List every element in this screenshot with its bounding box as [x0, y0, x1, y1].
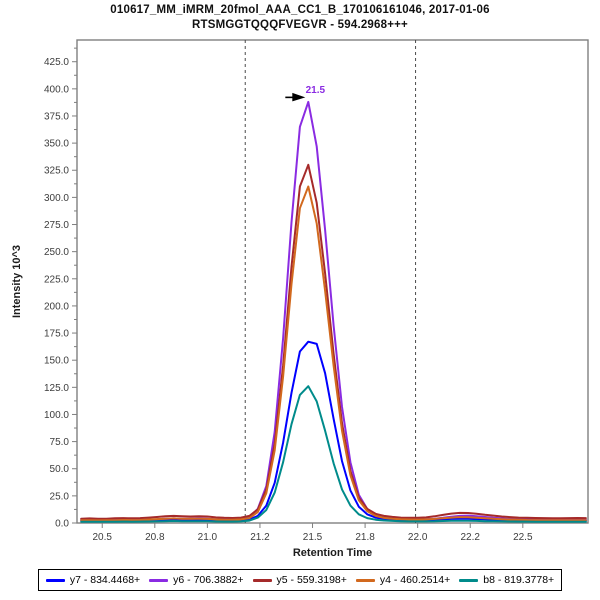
y-tick-label: 200.0 [44, 301, 69, 312]
chromatogram-plot[interactable]: 0.0 25.0 50.0 75.0 100.0 125.0 150.0 175.0 200.0… [0, 0, 600, 565]
legend-swatch-y5-icon [252, 578, 272, 582]
y-tick-label: 425.0 [44, 57, 69, 68]
peak-annotation-arrow-icon [292, 92, 306, 102]
x-tick-label: 22.5 [513, 532, 533, 543]
y-tick-label: 400.0 [44, 84, 69, 95]
legend-box: y7 - 834.4468+ y6 - 706.3882+ y5 - 559.319… [37, 569, 563, 591]
y-axis-label: Intensity 10^3 [11, 245, 23, 318]
chart-subtitle: RTSMGGTQQQFVEGVR - 594.2968+++ [192, 19, 408, 31]
x-tick-label: 21.5 [303, 532, 323, 543]
y-tick-label: 250.0 [44, 247, 69, 258]
legend-swatch-b8-icon [459, 578, 479, 582]
y-tick-label: 125.0 [44, 383, 69, 394]
trace-y6 [80, 100, 587, 521]
legend-label-y5: y5 - 559.3198+ [276, 574, 347, 586]
y-tick-label: 0.0 [55, 519, 69, 530]
legend-swatch-y6-icon [149, 578, 169, 582]
legend-label-b8: b8 - 819.3778+ [483, 574, 555, 586]
x-tick-label: 21.0 [198, 532, 218, 543]
y-tick-label: 325.0 [44, 166, 69, 177]
y-tick-label: 175.0 [44, 329, 69, 340]
legend-item-b8: b8 - 819.3778+ [459, 574, 554, 586]
y-tick-label: 350.0 [44, 139, 69, 150]
y-tick-label: 300.0 [44, 193, 69, 204]
x-tick-label: 22.2 [461, 532, 481, 543]
x-tick-label: 21.8 [355, 532, 375, 543]
y-tick-label: 375.0 [44, 111, 69, 122]
trace-b8 [80, 385, 587, 523]
legend-label-y4: y4 - 460.2514+ [379, 574, 451, 586]
legend-swatch-y4-icon [355, 578, 375, 582]
y-tick-label: 75.0 [50, 437, 70, 448]
y-tick-label: 150.0 [44, 356, 69, 367]
legend-label-y7: y7 - 834.4468+ [69, 574, 141, 586]
legend-swatch-y7-icon [45, 578, 65, 582]
y-tick-label: 50.0 [50, 464, 70, 475]
trace-y4 [80, 185, 587, 522]
chart-title: 010617_MM_iMRM_20fmol_AAA_CC1_B_17010616… [110, 4, 490, 16]
legend-item-y6: y6 - 706.3882+ [149, 574, 244, 586]
y-tick-label: 225.0 [44, 274, 69, 285]
x-tick-label: 20.5 [93, 532, 113, 543]
y-tick-label: 275.0 [44, 220, 69, 231]
y-tick-label: 100.0 [44, 410, 69, 421]
legend: y7 - 834.4468+ y6 - 706.3882+ y5 - 559.319… [0, 569, 600, 591]
legend-item-y5: y5 - 559.3198+ [252, 574, 347, 586]
x-tick-label: 22.0 [408, 532, 428, 543]
y-tick-label: 25.0 [50, 491, 70, 502]
trace-y5 [80, 163, 587, 520]
x-tick-label: 21.2 [250, 532, 270, 543]
peak-retention-time-label[interactable]: 21.5 [306, 85, 326, 96]
x-axis-label: Retention Time [293, 547, 372, 559]
plot-frame [76, 39, 589, 524]
x-tick-label: 20.8 [145, 532, 165, 543]
legend-item-y7: y7 - 834.4468+ [45, 574, 141, 586]
legend-item-y4: y4 - 460.2514+ [355, 574, 451, 586]
legend-label-y6: y6 - 706.3882+ [173, 574, 244, 586]
